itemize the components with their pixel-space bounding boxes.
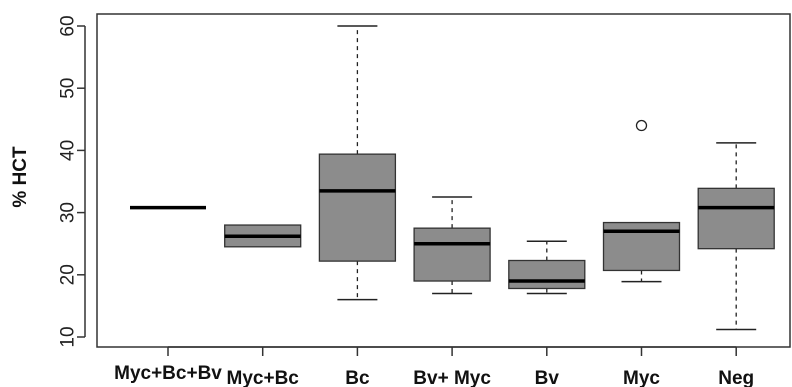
x-category-label: Bv <box>535 368 560 387</box>
y-tick-label: 40 <box>58 140 79 161</box>
y-axis-label: % HCT <box>10 146 31 208</box>
x-category-label: Myc <box>623 368 660 387</box>
plot-frame <box>96 13 791 348</box>
x-category-label: Bc <box>345 368 370 387</box>
y-tick-label: 30 <box>58 202 79 223</box>
plot-area: 10 20 30 40 50 60 Myc+Bc+Bv Myc+Bc Bc Bv+ Myc Bv My… <box>58 13 791 387</box>
box <box>697 187 775 250</box>
box <box>508 259 586 290</box>
box <box>413 227 491 282</box>
outlier-point <box>635 119 648 132</box>
x-category-label: Myc+Bc+Bv <box>114 363 222 384</box>
y-tick-label: 50 <box>58 78 79 99</box>
x-category-label: Bv+ Myc <box>413 368 491 387</box>
y-tick-label: 20 <box>58 264 79 285</box>
y-tick-label: 60 <box>58 15 79 36</box>
x-category-label: Neg <box>718 368 754 387</box>
x-category-label: Myc+Bc <box>227 368 300 387</box>
box <box>318 153 397 262</box>
y-tick-label: 10 <box>58 326 79 347</box>
